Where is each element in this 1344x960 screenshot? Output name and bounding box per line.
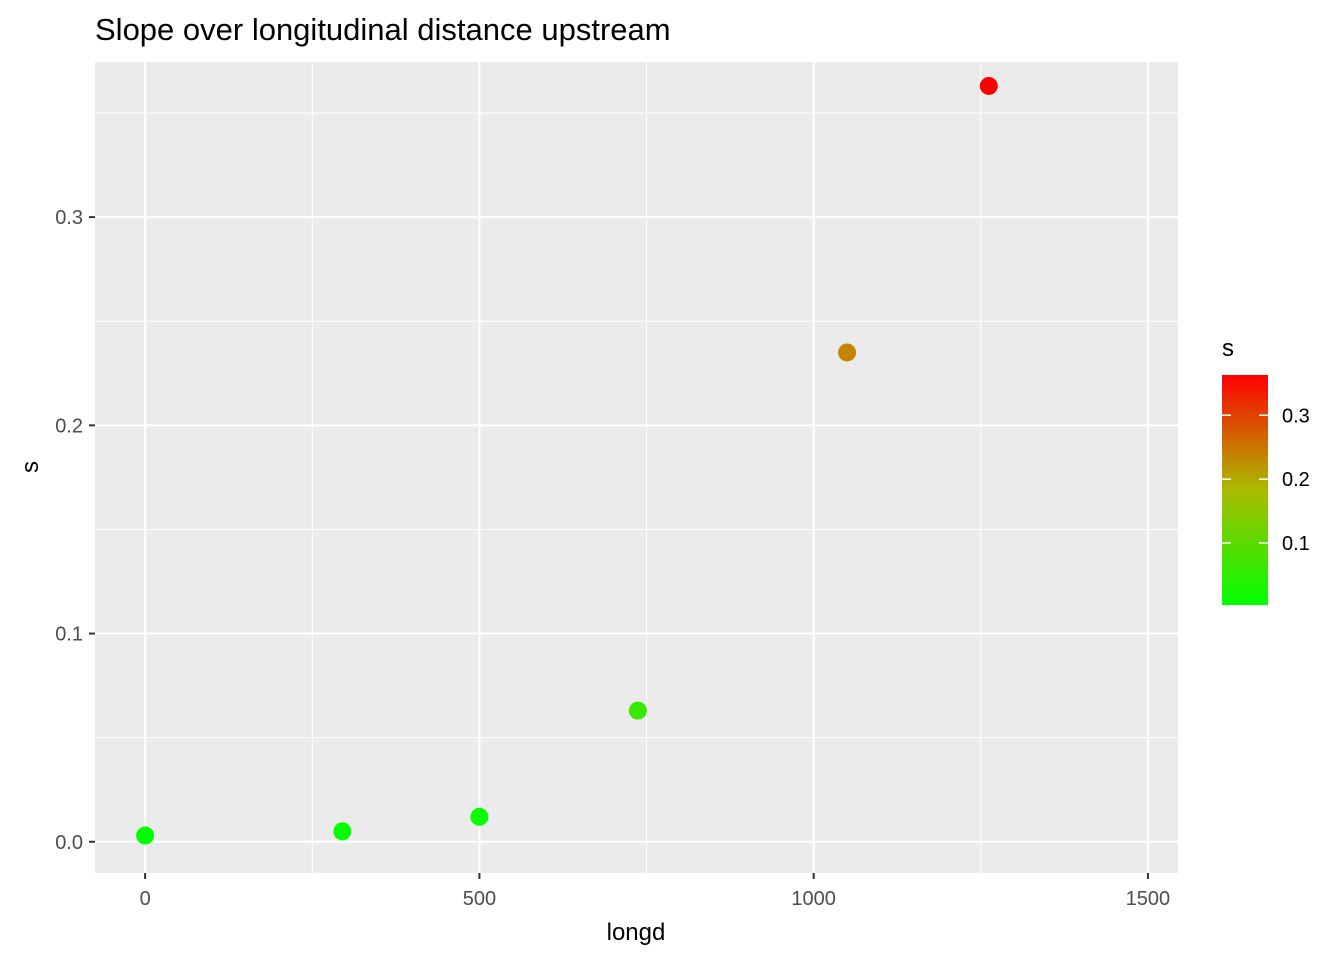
y-tick-label: 0.0: [55, 832, 83, 854]
colorbar: [1222, 375, 1268, 605]
y-axis-title: s: [17, 461, 44, 473]
colorbar-tick-label: 0.1: [1282, 533, 1310, 555]
y-tick-label: 0.2: [55, 415, 83, 437]
x-tick-label: 500: [463, 888, 496, 910]
data-point: [333, 822, 352, 841]
plot-panel: [95, 62, 1178, 873]
y-axis-ticks: 0.0 0.1 0.2 0.3: [55, 207, 95, 854]
x-tick-label: 1000: [791, 888, 836, 910]
chart-title: Slope over longitudinal distance upstrea…: [95, 12, 671, 47]
colorbar-ticks: 0.1 0.2 0.3: [1222, 405, 1310, 555]
data-point: [470, 807, 489, 826]
data-point: [136, 826, 155, 845]
x-tick-label: 1500: [1126, 888, 1171, 910]
colorbar-tick-label: 0.3: [1282, 405, 1310, 427]
data-point: [628, 701, 647, 720]
minor-gridlines: [95, 62, 1178, 873]
color-legend: s 0.1 0.2 0.3: [1222, 335, 1310, 605]
colorbar-tick-label: 0.2: [1282, 469, 1310, 491]
y-tick-label: 0.3: [55, 207, 83, 229]
legend-title: s: [1222, 335, 1234, 362]
major-gridlines: [95, 62, 1178, 873]
x-tick-label: 0: [140, 888, 151, 910]
x-axis-ticks: 0 500 1000 1500: [140, 873, 1171, 910]
data-point: [838, 343, 857, 362]
data-points: [136, 76, 998, 845]
x-axis-title: longd: [607, 919, 666, 946]
data-point: [979, 76, 998, 95]
y-tick-label: 0.1: [55, 624, 83, 646]
